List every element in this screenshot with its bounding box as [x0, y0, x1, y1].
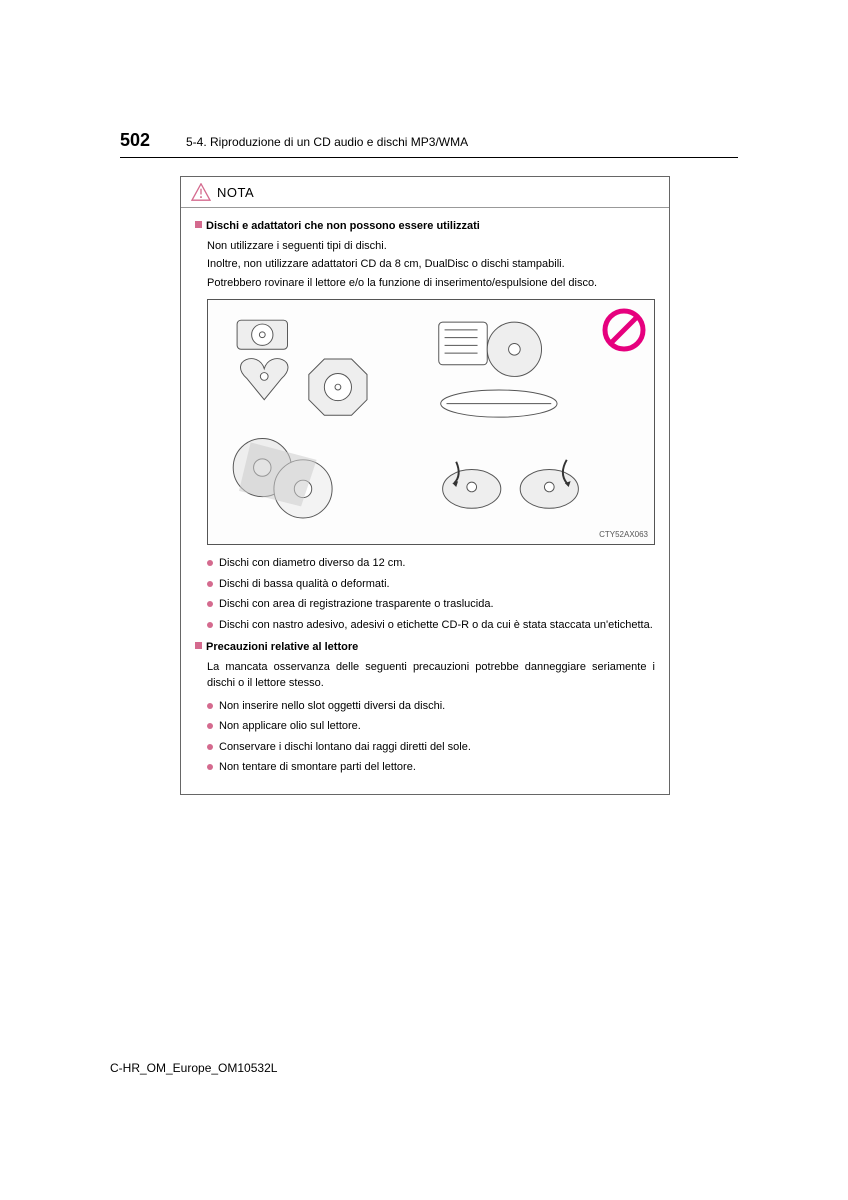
list-item: Non applicare olio sul lettore. [207, 718, 655, 735]
illustration-frame: CTY52AX063 [207, 299, 655, 545]
list-item: Non tentare di smontare parti del lettor… [207, 759, 655, 776]
list-item: Dischi con nastro adesivo, adesivi o eti… [207, 617, 655, 634]
page-number: 502 [120, 130, 158, 151]
disc-shapes-illustration [208, 300, 654, 544]
section2-intro-text: La mancata osservanza delle seguenti pre… [207, 659, 655, 692]
section1-intro: Non utilizzare i seguenti tipi di dischi… [195, 238, 655, 292]
illustration-code: CTY52AX063 [599, 529, 648, 541]
intro-line: Non utilizzare i seguenti tipi di dischi… [207, 238, 655, 255]
section2-title: Precauzioni relative al lettore [206, 641, 358, 653]
list-item: Non inserire nello slot oggetti diversi … [207, 698, 655, 715]
nota-header: NOTA [181, 177, 669, 208]
bullet-list-1: Dischi con diametro diverso da 12 cm. Di… [195, 555, 655, 633]
intro-line: Potrebbero rovinare il lettore e/o la fu… [207, 275, 655, 292]
manual-page: 502 5-4. Riproduzione di un CD audio e d… [0, 0, 848, 795]
list-item: Dischi con area di registrazione traspar… [207, 596, 655, 613]
document-code: C-HR_OM_Europe_OM10532L [110, 1061, 277, 1075]
nota-box: NOTA Dischi e adattatori che non possono… [180, 176, 670, 795]
warning-triangle-icon [191, 183, 211, 201]
bullet-list-2: Non inserire nello slot oggetti diversi … [195, 698, 655, 776]
intro-line: Inoltre, non utilizzare adattatori CD da… [207, 256, 655, 273]
list-item: Dischi di bassa qualità o deformati. [207, 576, 655, 593]
square-bullet-icon [195, 221, 202, 228]
square-bullet-icon [195, 642, 202, 649]
page-header: 502 5-4. Riproduzione di un CD audio e d… [120, 130, 738, 158]
section-path: 5-4. Riproduzione di un CD audio e disch… [186, 135, 468, 149]
list-item: Conservare i dischi lontano dai raggi di… [207, 739, 655, 756]
section-heading-2: Precauzioni relative al lettore [195, 639, 655, 656]
list-item: Dischi con diametro diverso da 12 cm. [207, 555, 655, 572]
section2-intro: La mancata osservanza delle seguenti pre… [195, 659, 655, 692]
nota-label: NOTA [217, 185, 254, 200]
section1-title: Dischi e adattatori che non possono esse… [206, 220, 480, 232]
section-heading-1: Dischi e adattatori che non possono esse… [195, 218, 655, 235]
nota-body: Dischi e adattatori che non possono esse… [181, 208, 669, 794]
